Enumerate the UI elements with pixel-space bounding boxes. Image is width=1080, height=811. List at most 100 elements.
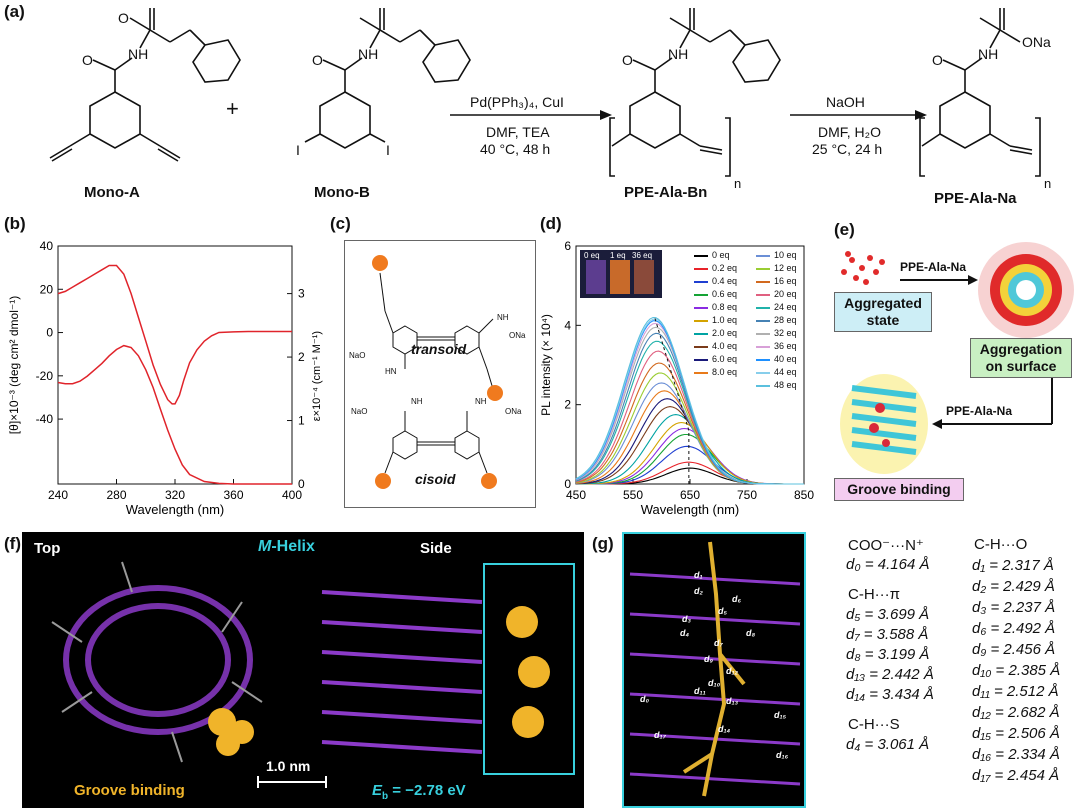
distance-value: d₁ = 2.317 Å [972, 557, 1054, 574]
label-nao-transoid: NaO [349, 351, 366, 360]
distance-value: d₁₂ = 2.682 Å [972, 704, 1060, 721]
legend-swatch [756, 254, 770, 257]
chart-d-trend-2 [654, 317, 690, 431]
conformer-structures: NH ONa HN NaO transoid NH NaO NH ONa cis… [344, 240, 536, 508]
legend-label: 16 eq [774, 276, 797, 286]
atom-o-ppe-na: O [932, 52, 943, 68]
atom-i-right: I [386, 142, 390, 158]
chart-b-xtick-label: 360 [223, 488, 243, 502]
chart-d-ytick-label: 6 [564, 239, 571, 253]
legend-label: 12 eq [774, 263, 797, 273]
chart-d-xtick-label: 550 [623, 488, 643, 502]
distance-marker: d₃ [682, 614, 691, 624]
legend-item: 0.2 eq [694, 263, 737, 273]
distance-group-heading: C-H···π [848, 586, 900, 603]
legend-swatch [694, 319, 708, 322]
label-nh-cisoid-l: NH [411, 397, 423, 406]
legend-label: 0.8 eq [712, 302, 738, 312]
legend-swatch [756, 319, 770, 322]
binding-energy-sub: b [382, 791, 389, 802]
tag-groove-binding: Groove binding [834, 478, 964, 501]
legend-swatch [756, 306, 770, 309]
legend-item: 0.6 eq [694, 289, 737, 299]
distance-marker: d₉ [704, 654, 714, 664]
distance-value: d₄ = 3.061 Å [846, 736, 930, 753]
tag-aggregated-line2: state [866, 312, 900, 328]
legend-label: 2.0 eq [712, 328, 738, 338]
synthesis-scheme: O NH O O NH I I O NH O NH ONa n n Mono-A… [0, 0, 1080, 212]
distance-marker: d₁ [694, 570, 703, 580]
legend-item: 0 eq [694, 250, 730, 260]
distance-value: d₁₁ = 2.512 Å [972, 683, 1059, 700]
distance-value: d₁₀ = 2.385 Å [972, 662, 1061, 679]
chart-d-xtick-label: 650 [680, 488, 700, 502]
chart-b-xtick-label: 240 [48, 488, 68, 502]
view-label-top: Top [34, 540, 61, 557]
legend-label: 0.4 eq [712, 276, 738, 286]
legend-swatch [756, 280, 770, 283]
legend-label: 4.0 eq [712, 341, 738, 351]
distance-group-heading: COO⁻···N⁺ [848, 537, 924, 554]
helix-model-graphics [51, 561, 575, 788]
legend-swatch [694, 371, 708, 374]
atom-o-mono-a: O [82, 52, 93, 68]
step2-conditions: 25 °C, 24 h [812, 141, 883, 157]
legend-label: 20 eq [774, 289, 797, 299]
distance-marker: d₂ [694, 586, 703, 596]
interaction-model-graphics [629, 541, 801, 797]
chart-b-xtick-label: 280 [106, 488, 126, 502]
distance-group-heading: C-H···S [848, 716, 900, 733]
atom-nh-ppe-bn: NH [668, 46, 689, 62]
chart-d-ylabel: PL intensity (× 10⁴) [539, 314, 553, 416]
distance-value: d₁₆ = 2.334 Å [972, 746, 1060, 763]
panel-label-b: (b) [4, 214, 26, 233]
atom-i-left: I [296, 142, 300, 158]
distance-value: d₅ = 3.699 Å [846, 606, 930, 623]
chart-d-xtick-label: 450 [566, 488, 586, 502]
atom-nh-mono-b: NH [358, 46, 379, 62]
chart-b-ylabel-left: [θ]×10⁻³ (deg cm² dmol⁻¹) [7, 296, 21, 434]
inset-label-36eq: 36 eq [632, 251, 653, 260]
legend-item: 8.0 eq [694, 367, 737, 377]
binding-energy-symbol: E [372, 782, 383, 799]
distance-marker: d₄ [680, 628, 690, 638]
distance-marker: d₁₂ [726, 666, 739, 676]
legend-label: 44 eq [774, 367, 797, 377]
chart-d-xtick-label: 750 [737, 488, 757, 502]
legend-item: 16 eq [756, 276, 797, 286]
chart-b-xtick-label: 320 [165, 488, 185, 502]
legend-swatch [756, 358, 770, 361]
distance-marker: d₁₇ [654, 730, 666, 740]
legend-label: 6.0 eq [712, 354, 738, 364]
chart-d-ytick-label: 4 [564, 318, 571, 332]
distance-marker: d₆ [732, 594, 742, 604]
binding-energy-value: = −2.78 eV [388, 782, 466, 799]
label-ona-cisoid: ONa [505, 407, 522, 416]
tag-aggregated-state: Aggregated state [834, 292, 932, 332]
panel-label-c: (c) [330, 214, 351, 233]
compound-mono-a: Mono-A [84, 184, 140, 201]
legend-item: 20 eq [756, 289, 797, 299]
legend-swatch [694, 267, 708, 270]
legend-item: 2.0 eq [694, 328, 737, 338]
label-nh-transoid: NH [497, 313, 509, 322]
chart-b-series-left [57, 264, 292, 405]
legend-swatch [694, 306, 708, 309]
scale-bar-label: 1.0 nm [266, 758, 311, 774]
subscript-n-2: n [1044, 176, 1052, 191]
chart-b-ytick-left-label: 40 [40, 239, 54, 253]
legend-item: 12 eq [756, 263, 797, 273]
distance-marker: d₁₃ [726, 696, 739, 706]
distance-list-col1: COO⁻···N⁺ d₀ = 4.164 Å C-H···π d₅ = 3.699 Å… [836, 536, 960, 796]
legend-swatch [694, 293, 708, 296]
chart-d-xtick-label: 850 [794, 488, 814, 502]
groove-binding-label: Groove binding [74, 782, 185, 799]
distance-marker: d₇ [714, 638, 723, 648]
legend-swatch [694, 345, 708, 348]
panel-label-e: (e) [834, 220, 855, 239]
chart-d: 450 550 650 750 850 0 2 4 6 Wavelength (nm) PL int… [536, 232, 830, 532]
helix-label-rest: -Helix [271, 538, 315, 555]
panel-label-d: (d) [540, 214, 562, 233]
chart-b-plot: 240 280 320 360 400 40 20 0 -20 -40 0 1 2 3 Wavelength… [7, 239, 323, 517]
atom-o-mono-b: O [312, 52, 323, 68]
